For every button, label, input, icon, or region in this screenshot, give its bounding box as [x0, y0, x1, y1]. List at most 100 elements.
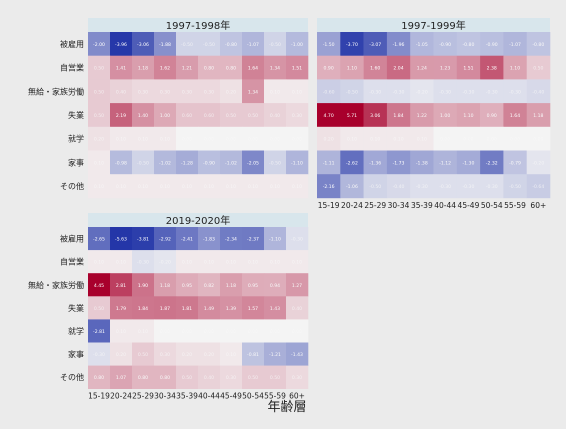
heatmap-cell	[176, 126, 199, 151]
heatmap-cell	[480, 79, 504, 104]
cell-value-label: -1.30	[463, 160, 475, 166]
cell-value-label: -1.12	[439, 160, 451, 166]
cell-value-label: 0.10	[292, 260, 302, 266]
column-label: 60+	[530, 201, 546, 210]
cell-value-label: -0.79	[509, 160, 521, 166]
cell-value-label: 0.10	[116, 137, 126, 143]
row-label: 失業	[68, 303, 84, 313]
cell-value-label: -0.50	[137, 160, 149, 166]
cell-value-label: 0.10	[160, 137, 170, 143]
heatmap-cell	[433, 79, 458, 104]
cell-value-label: 0.80	[138, 375, 148, 381]
heatmap-cell	[386, 103, 411, 128]
panel-title-strip	[317, 18, 550, 32]
cell-value-label: 0.00	[226, 137, 236, 143]
heatmap-cell	[88, 273, 111, 297]
heatmap-panel: 1997-1999年 -1.50 -3.70 -3.07 -1.96 -1.05 -0.90…	[317, 18, 551, 210]
cell-value-label: 0.50	[248, 113, 258, 119]
cell-value-label: -1.83	[203, 237, 215, 243]
heatmap-cell	[132, 150, 155, 175]
heatmap-cell	[110, 103, 133, 128]
cell-value-label: 0.50	[182, 375, 192, 381]
heatmap-cell	[220, 296, 243, 320]
heatmap-panel: 2019-2020年 -2.65 -5.63 -3.81 -2.92 -2.41 -1.83…	[28, 213, 309, 401]
cell-value-label: -0.30	[93, 352, 105, 358]
row-label: 自営業	[60, 63, 84, 73]
heatmap-cell	[154, 55, 177, 80]
heatmap-cell	[154, 79, 177, 104]
cell-value-label: 0.10	[138, 137, 148, 143]
cell-value-label: -0.30	[439, 89, 451, 95]
cell-value-label: 1.00	[440, 113, 450, 119]
heatmap-cell	[88, 150, 111, 175]
cell-value-label: 0.00	[160, 329, 170, 335]
cell-value-label: 0.00	[204, 137, 214, 143]
heatmap-cell	[220, 103, 243, 128]
heatmap-cell	[264, 250, 287, 274]
heatmap-cell	[480, 150, 504, 175]
heatmap-cell	[410, 79, 434, 104]
cell-value-label: 0.50	[248, 375, 258, 381]
cell-value-label: 4.45	[94, 283, 104, 289]
cell-value-label: 0.00	[463, 137, 473, 143]
heatmap-cell	[242, 32, 265, 56]
heatmap-cell	[176, 319, 199, 343]
cell-value-label: -3.06	[137, 42, 149, 48]
cell-value-label: 0.30	[160, 89, 170, 95]
heatmap-cell	[132, 342, 155, 366]
heatmap-cell	[132, 55, 155, 80]
row-label: 失業	[68, 110, 84, 120]
cell-value-label: -2.32	[486, 160, 498, 166]
heatmap-cell	[456, 126, 481, 151]
cell-value-label: 1.62	[160, 66, 170, 72]
cell-value-label: 1.60	[370, 66, 380, 72]
heatmap-cell	[410, 103, 434, 128]
heatmap-cell	[503, 79, 527, 104]
heatmap-cell	[220, 273, 243, 297]
cell-value-label: 1.24	[417, 66, 427, 72]
cell-value-label: 0.10	[292, 89, 302, 95]
heatmap-cell	[433, 126, 458, 151]
cell-value-label: 0.50	[270, 375, 280, 381]
cell-value-label: 0.50	[94, 113, 104, 119]
cell-value-label: 0.10	[182, 260, 192, 266]
heatmap-cell	[154, 150, 177, 175]
cell-value-label: 0.10	[138, 329, 148, 335]
heatmap-cell	[526, 126, 551, 151]
column-label: 60+	[289, 392, 305, 401]
heatmap-cell	[503, 126, 527, 151]
heatmap-cell	[176, 365, 199, 389]
cell-value-label: 0.10	[270, 260, 280, 266]
panel-title: 1997-1999年	[401, 19, 466, 32]
cell-value-label: 0.30	[204, 89, 214, 95]
cell-value-label: -1.36	[369, 160, 381, 166]
heatmap-cell	[480, 103, 504, 128]
column-label: 15-19	[318, 201, 340, 210]
heatmap-cell	[176, 250, 199, 274]
cell-value-label: 0.90	[487, 113, 497, 119]
heatmap-cell	[264, 79, 287, 104]
heatmap-cell	[176, 150, 199, 175]
cell-value-label: 0.50	[94, 306, 104, 312]
heatmap-cell	[242, 103, 265, 128]
cell-value-label: -0.30	[463, 184, 475, 190]
cell-value-label: -2.37	[247, 237, 259, 243]
cell-value-label: -2.81	[93, 329, 105, 335]
heatmap-cell	[110, 174, 133, 199]
heatmap-cell	[132, 365, 155, 389]
heatmap-cell	[526, 79, 551, 104]
cell-value-label: -2.65	[93, 237, 105, 243]
cell-value-label: 0.40	[270, 113, 280, 119]
heatmap-cell	[176, 296, 199, 320]
cell-value-label: 1.34	[248, 89, 258, 95]
heatmap-cell	[154, 174, 177, 199]
cell-value-label: -0.98	[115, 160, 127, 166]
cell-value-label: 0.20	[204, 352, 214, 358]
cell-value-label: 1.84	[138, 306, 148, 312]
cell-value-label: 0.30	[138, 89, 148, 95]
cell-value-label: -1.05	[416, 42, 428, 48]
cell-value-label: -0.50	[203, 42, 215, 48]
cell-value-label: 2.04	[393, 66, 403, 72]
cell-value-label: 0.30	[292, 375, 302, 381]
